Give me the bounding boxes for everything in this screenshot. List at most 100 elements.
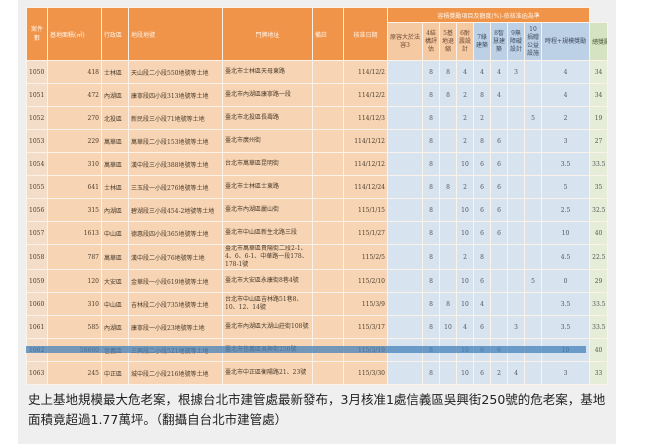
cell-bonus	[387, 244, 423, 270]
cell-total-bonus: 34	[589, 60, 608, 84]
cell-area: 585	[47, 315, 102, 339]
cell-bonus	[387, 292, 423, 316]
cell-bonus: 2	[490, 361, 508, 385]
cell-area: 315	[47, 198, 102, 222]
cell-lot: 漢中段三小段388地號等土地	[128, 152, 223, 176]
cell-remark	[312, 175, 344, 199]
header-bonus-3: 6耐震設計	[456, 22, 474, 61]
cell-date: 115/2/10	[343, 269, 388, 293]
table-row: 1063 245 中正區 城中段二小段216地號等土地 臺北市中正區衡陽路21、23號 1…	[26, 361, 608, 385]
cell-area: 120	[47, 269, 102, 293]
cell-total-bonus: 32.5	[589, 198, 608, 222]
table-row: 1057 1613 中山區 德惠段四小段365地號等土地 臺北市中山區新生北路三段 115…	[26, 221, 608, 245]
cell-bonus: 3	[507, 315, 525, 339]
cell-bonus: 4	[456, 60, 474, 84]
cell-total-bonus: 33.5	[589, 292, 608, 316]
cell-bonus	[387, 129, 423, 153]
cell-district: 萬華區	[101, 244, 129, 270]
cell-remark	[312, 83, 344, 107]
cell-bonus: 0	[540, 269, 591, 293]
cell-bonus: 8	[422, 152, 440, 176]
cell-remark	[312, 269, 344, 293]
cell-case: 1050	[26, 60, 48, 84]
cell-bonus: 3.5	[540, 152, 591, 176]
table-row: 1055 641 士林區 三玉段一小段276地號等土地 臺北市士林區士東路 114/12/…	[26, 175, 608, 199]
cell-area: 641	[47, 175, 102, 199]
cell-bonus: 2.5	[540, 198, 591, 222]
cell-bonus: 3	[507, 60, 525, 84]
header-bonus-4: 7綠建築	[473, 22, 491, 61]
cell-bonus	[490, 292, 508, 316]
cell-bonus: 6	[473, 152, 491, 176]
cell-bonus	[524, 83, 542, 107]
cell-bonus: 8	[473, 244, 491, 270]
cell-total-bonus: 34	[589, 83, 608, 107]
cell-date: 115/3/9	[343, 292, 388, 316]
table-row: 1058 787 萬華區 漢中段二小段76地號等土地 臺北市萬華區貴陽街二段2-1、4、…	[26, 244, 608, 270]
cell-bonus	[507, 175, 525, 199]
cell-case: 1057	[26, 221, 48, 245]
cell-bonus	[507, 198, 525, 222]
header-area: 基地面積(㎡)	[47, 7, 102, 61]
cell-bonus: 8	[422, 60, 440, 84]
cell-address: 臺北市士林區天母東路	[222, 60, 313, 84]
header-bonus-0: 原容大於法容3	[387, 22, 423, 61]
header-district: 行政區	[101, 7, 129, 61]
cell-total-bonus: 27	[589, 129, 608, 153]
cell-bonus	[439, 269, 457, 293]
cell-lot: 漢中段二小段76地號等土地	[128, 244, 223, 270]
header-bonus-2: 5基地退縮	[439, 22, 457, 61]
cell-district: 中山區	[101, 292, 129, 316]
cell-bonus	[387, 60, 423, 84]
cell-bonus	[439, 244, 457, 270]
cell-address: 台北市萬華區昆明街	[222, 152, 313, 176]
cell-bonus: 5	[524, 106, 542, 130]
cell-address: 臺北市內湖區康寧路一段	[222, 83, 313, 107]
header-case: 案件數	[26, 7, 48, 61]
cell-case: 1061	[26, 315, 48, 339]
cell-bonus: 10	[540, 221, 591, 245]
cell-bonus	[387, 83, 423, 107]
cell-bonus: 8	[439, 83, 457, 107]
cell-lot: 新民段三小段71地號等土地	[128, 106, 223, 130]
table-row: 1056 315 內湖區 碧湖段三小段454-2地號等土地 臺北市內湖區麗山街 115/1…	[26, 198, 608, 222]
table-row: 1051 472 內湖區 康寧段四小段313地號等土地 臺北市內湖區康寧路一段 114/1…	[26, 83, 608, 107]
cell-bonus	[490, 269, 508, 293]
cell-bonus	[507, 221, 525, 245]
cell-remark	[312, 361, 344, 385]
cell-total-bonus: 29	[589, 269, 608, 293]
cell-bonus: 6	[490, 152, 508, 176]
cell-bonus	[524, 175, 542, 199]
cell-case: 1055	[26, 175, 48, 199]
cell-total-bonus: 22.5	[589, 244, 608, 270]
cell-bonus: 4	[473, 60, 491, 84]
header-bonus-8: 時程+規模獎勵	[540, 22, 591, 61]
cell-case: 1063	[26, 361, 48, 385]
cell-bonus	[439, 106, 457, 130]
cell-bonus	[524, 292, 542, 316]
cell-lot: 三玉段一小段276地號等土地	[128, 175, 223, 199]
cell-total-bonus: 19	[589, 106, 608, 130]
cell-remark	[312, 315, 344, 339]
cell-bonus	[507, 129, 525, 153]
cell-bonus: 8	[422, 175, 440, 199]
cell-bonus: 3	[540, 129, 591, 153]
cell-bonus: 8	[439, 60, 457, 84]
cell-lot: 金華段一小段619地號等土地	[128, 269, 223, 293]
table-row: 1060 310 中山區 吉林段二小段735地號等土地 台北市中山區吉林路51巷8、10…	[26, 292, 608, 316]
cell-area: 418	[47, 60, 102, 84]
cell-bonus: 3	[540, 361, 591, 385]
cell-address: 台北市中山區吉林路51巷8、10、12、14號	[222, 292, 313, 316]
cell-bonus: 4	[456, 315, 474, 339]
cell-lot: 德惠段四小段365地號等土地	[128, 221, 223, 245]
cell-bonus: 6	[473, 198, 491, 222]
cell-case: 1056	[26, 198, 48, 222]
cell-bonus	[524, 152, 542, 176]
cell-bonus: 10	[456, 152, 474, 176]
cell-district: 內湖區	[101, 198, 129, 222]
highlight-row-1062	[26, 346, 586, 353]
header-date: 核准日期	[343, 7, 388, 61]
cell-district: 北投區	[101, 106, 129, 130]
cell-remark	[312, 60, 344, 84]
cell-bonus	[524, 198, 542, 222]
